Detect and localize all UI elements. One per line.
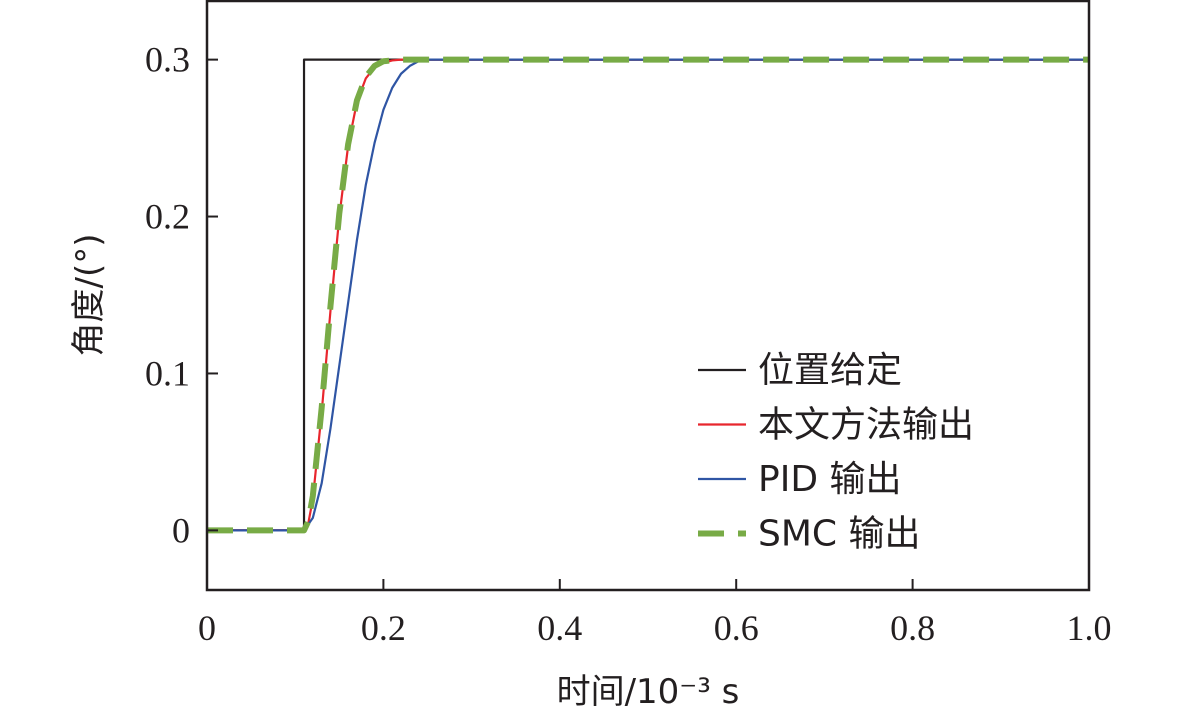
x-axis-title: 时间/10⁻³ s: [557, 672, 740, 712]
legend-label-4: SMC 输出: [758, 514, 921, 555]
x-tick-label: 0: [198, 608, 216, 648]
y-tick-label: 0.2: [145, 197, 190, 237]
series-line-4: [207, 56, 1089, 534]
x-tick-label: 1.0: [1067, 608, 1112, 648]
x-tick-label: 0.4: [537, 608, 582, 648]
y-tick-label: 0: [172, 510, 190, 550]
y-tick-label: 0.3: [145, 40, 190, 80]
series-line-3: [207, 58, 1089, 532]
legend-label-2: 本文方法输出: [758, 405, 974, 446]
series-line-2: [207, 58, 1089, 532]
y-axis-title: 角度/(°): [69, 234, 109, 357]
plot-frame: [205, 0, 1091, 592]
series-layer: [207, 56, 1089, 534]
legend-label-3: PID 输出: [758, 459, 902, 500]
x-tick-label: 0.6: [714, 608, 759, 648]
legend-label-1: 位置给定: [758, 350, 902, 391]
x-tick-label: 0.8: [890, 608, 935, 648]
x-tick-label: 0.2: [361, 608, 406, 648]
series-line-1: [207, 58, 1089, 532]
y-tick-label: 0.1: [145, 353, 190, 393]
ticks-layer: 0 0.2 0.4 0.6 0.8 1.0 0 0.1 0.2 0.3: [145, 40, 1112, 648]
